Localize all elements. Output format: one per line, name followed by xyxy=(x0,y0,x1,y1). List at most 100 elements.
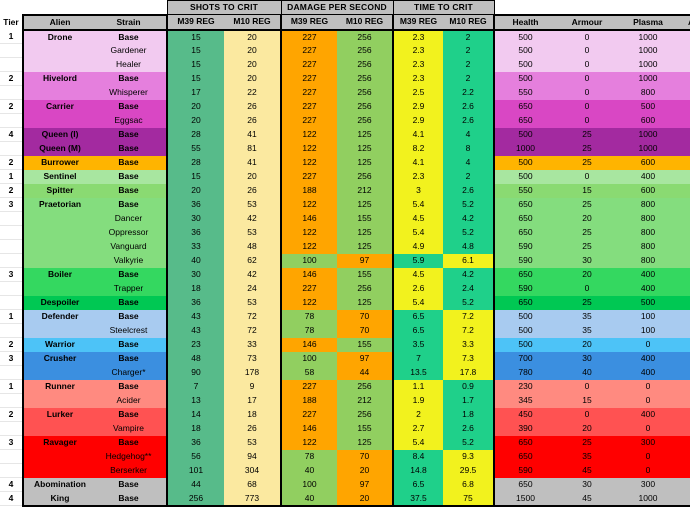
shots-to-crit-m10: 17 xyxy=(224,393,282,408)
group-color-strip xyxy=(22,253,29,268)
dps-m39: 122 xyxy=(280,141,337,156)
strain-name-cell: Base xyxy=(91,197,168,212)
dps-m39: 227 xyxy=(280,407,337,422)
alien-name-cell xyxy=(29,211,91,226)
plasma-cell: 500 xyxy=(618,99,679,114)
shots-to-crit-m39: 48 xyxy=(166,351,224,366)
subcol-header-5: M10 REG xyxy=(443,14,496,31)
shots-to-crit-m39: 15 xyxy=(166,43,224,58)
plasma-cell: 600 xyxy=(618,183,679,198)
alien-header-left: Alien xyxy=(29,13,91,31)
armour-cell: 20 xyxy=(556,267,619,282)
armour-cell: 25 xyxy=(556,435,619,450)
shots-to-crit-m10: 20 xyxy=(224,71,282,86)
dps-m39: 78 xyxy=(280,449,337,464)
time-to-crit-m10: 9.3 xyxy=(443,449,496,464)
armour-cell: 0 xyxy=(556,169,619,184)
plasma-cell: 800 xyxy=(618,211,679,226)
strain-name-cell: Eggsac xyxy=(91,113,168,128)
armour-cell: 25 xyxy=(556,225,619,240)
shots-to-crit-m10: 42 xyxy=(224,211,282,226)
time-to-crit-m10: 0.9 xyxy=(443,379,496,394)
time-to-crit-m39: 4.5 xyxy=(392,211,443,226)
dps-m10: 256 xyxy=(337,113,394,128)
dps-m39: 122 xyxy=(280,127,337,142)
dps-m39: 146 xyxy=(280,267,337,282)
armour-cell: 30 xyxy=(556,351,619,366)
time-to-crit-m39: 2.6 xyxy=(392,281,443,296)
armour-cell: 35 xyxy=(556,449,619,464)
dps-m10: 20 xyxy=(337,463,394,478)
health-cell: 590 xyxy=(493,253,557,268)
dps-m39: 146 xyxy=(280,337,337,352)
strain-name-cell: Base xyxy=(91,379,168,394)
group-color-strip xyxy=(22,99,29,114)
alien-name-cell: Ravager xyxy=(29,435,91,450)
tier-cell-left: 2 xyxy=(0,71,24,86)
table-row: Hedgehog**569478708.49.365035035Hedgehog… xyxy=(0,449,690,464)
time-to-crit-m10: 2.6 xyxy=(443,99,496,114)
atk-dmg-cell: 40 xyxy=(678,141,690,156)
armour-cell: 40 xyxy=(556,365,619,380)
shots-to-crit-m10: 20 xyxy=(224,43,282,58)
atk-dmg-cell: 35 xyxy=(678,421,690,436)
atk-dmg-cell: 40 xyxy=(678,197,690,212)
alien-name-cell xyxy=(29,323,91,338)
tier-cell-left xyxy=(0,323,24,338)
group-color-strip xyxy=(22,211,29,226)
alien-name-cell: Lurker xyxy=(29,407,91,422)
armour-cell: 25 xyxy=(556,127,619,142)
dps-m10: 125 xyxy=(337,435,394,450)
table-row: Valkyrie4062100975.96.15903080030Valkyri… xyxy=(0,253,690,268)
time-to-crit-m39: 4.9 xyxy=(392,239,443,254)
time-to-crit-m10: 2 xyxy=(443,57,496,72)
tier-cell-left xyxy=(0,449,24,464)
shots-to-crit-m39: 36 xyxy=(166,197,224,212)
tier-cell-left xyxy=(0,85,24,100)
health-cell: 500 xyxy=(493,29,557,44)
alien-name-cell: Warrior xyxy=(29,337,91,352)
group-color-strip xyxy=(22,197,29,212)
dps-m10: 256 xyxy=(337,57,394,72)
time-to-crit-m10: 7.3 xyxy=(443,351,496,366)
armour-cell: 0 xyxy=(556,29,619,44)
shots-to-crit-m39: 20 xyxy=(166,99,224,114)
health-cell: 500 xyxy=(493,155,557,170)
tier-cell-left xyxy=(0,113,24,128)
spacer xyxy=(29,0,91,15)
plasma-cell: 1000 xyxy=(618,491,679,507)
alien-name-cell xyxy=(29,421,91,436)
alien-name-cell xyxy=(29,57,91,72)
dps-m39: 227 xyxy=(280,43,337,58)
time-to-crit-m10: 2 xyxy=(443,169,496,184)
atk-dmg-cell: 22 xyxy=(678,323,690,338)
armour-cell: 0 xyxy=(556,99,619,114)
health-cell: 390 xyxy=(493,421,557,436)
health-cell: 500 xyxy=(493,323,557,338)
shots-to-crit-m39: 55 xyxy=(166,141,224,156)
shots-to-crit-m39: 23 xyxy=(166,337,224,352)
strain-name-cell: Base xyxy=(91,491,168,507)
tier-cell-left: 1 xyxy=(0,169,24,184)
shots-to-crit-m10: 26 xyxy=(224,421,282,436)
alien-name-cell xyxy=(29,365,91,380)
health-header: Health xyxy=(493,13,557,31)
health-cell: 450 xyxy=(493,407,557,422)
dps-m10: 125 xyxy=(337,155,394,170)
dps-m10: 256 xyxy=(337,169,394,184)
time-to-crit-m10: 6.8 xyxy=(443,477,496,492)
group-color-strip xyxy=(22,365,29,380)
group-color-strip xyxy=(22,379,29,394)
health-cell: 780 xyxy=(493,365,557,380)
plasma-cell: 1000 xyxy=(618,141,679,156)
health-cell: 650 xyxy=(493,197,557,212)
table-row: 3 PraetorianBase36531221255.45.2650258004… xyxy=(0,197,690,212)
dps-m10: 20 xyxy=(337,491,394,507)
time-to-crit-m10: 1.7 xyxy=(443,393,496,408)
time-to-crit-m10: 5.2 xyxy=(443,197,496,212)
armour-cell: 0 xyxy=(556,85,619,100)
time-to-crit-m39: 14.8 xyxy=(392,463,443,478)
